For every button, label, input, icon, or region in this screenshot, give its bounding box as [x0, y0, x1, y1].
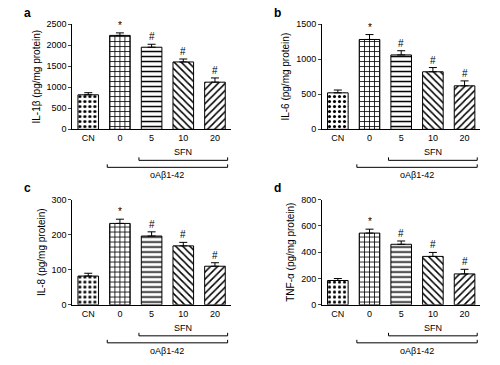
- svg-text:10: 10: [178, 309, 188, 319]
- svg-text:100: 100: [52, 265, 67, 275]
- svg-text:10: 10: [428, 309, 438, 319]
- svg-text:0: 0: [117, 309, 122, 319]
- svg-text:c: c: [24, 181, 31, 195]
- svg-text:200: 200: [301, 274, 316, 284]
- svg-text:200: 200: [52, 230, 67, 240]
- svg-text:1000: 1000: [47, 82, 67, 92]
- svg-text:#: #: [180, 46, 186, 57]
- svg-text:20: 20: [210, 133, 220, 143]
- svg-text:IL-6 (pg/mg protein): IL-6 (pg/mg protein): [280, 33, 291, 121]
- svg-text:0: 0: [62, 124, 67, 134]
- svg-text:1000: 1000: [296, 54, 316, 64]
- svg-text:500: 500: [301, 89, 316, 99]
- svg-text:10: 10: [178, 133, 188, 143]
- svg-text:0: 0: [311, 300, 316, 310]
- svg-text:5: 5: [149, 133, 154, 143]
- svg-text:400: 400: [301, 247, 316, 257]
- svg-text:20: 20: [460, 133, 470, 143]
- svg-text:b: b: [274, 6, 281, 20]
- svg-text:#: #: [430, 55, 436, 66]
- svg-text:0: 0: [367, 309, 372, 319]
- svg-text:0: 0: [367, 133, 372, 143]
- svg-text:a: a: [24, 6, 31, 20]
- svg-text:1500: 1500: [296, 19, 316, 29]
- svg-text:CN: CN: [82, 133, 95, 143]
- svg-text:oAβ1-42: oAβ1-42: [400, 346, 434, 356]
- svg-text:5: 5: [399, 309, 404, 319]
- svg-text:500: 500: [52, 103, 67, 113]
- svg-text:5: 5: [399, 133, 404, 143]
- svg-text:CN: CN: [82, 309, 95, 319]
- svg-text:d: d: [274, 181, 281, 195]
- svg-text:*: *: [368, 22, 372, 33]
- svg-text:SFN: SFN: [174, 147, 192, 157]
- svg-text:0: 0: [62, 300, 67, 310]
- svg-text:#: #: [212, 65, 218, 76]
- svg-text:#: #: [149, 219, 155, 230]
- svg-text:oAβ1-42: oAβ1-42: [150, 170, 184, 180]
- svg-text:1500: 1500: [47, 61, 67, 71]
- svg-text:#: #: [398, 38, 404, 49]
- svg-text:CN: CN: [331, 133, 344, 143]
- svg-text:#: #: [212, 250, 218, 261]
- svg-text:*: *: [368, 216, 372, 227]
- svg-text:5: 5: [149, 309, 154, 319]
- svg-text:#: #: [149, 31, 155, 42]
- svg-text:2500: 2500: [47, 19, 67, 29]
- svg-text:oAβ1-42: oAβ1-42: [150, 346, 184, 356]
- svg-text:800: 800: [301, 195, 316, 205]
- svg-text:IL-8 (pg/mg protein): IL-8 (pg/mg protein): [36, 208, 47, 296]
- svg-text:600: 600: [301, 221, 316, 231]
- svg-text:#: #: [430, 239, 436, 250]
- svg-text:#: #: [398, 228, 404, 239]
- svg-text:CN: CN: [331, 309, 344, 319]
- svg-text:10: 10: [428, 133, 438, 143]
- svg-text:300: 300: [52, 195, 67, 205]
- svg-text:oAβ1-42: oAβ1-42: [400, 170, 434, 180]
- svg-text:#: #: [180, 229, 186, 240]
- svg-text:IL-1β (pg/mg protein): IL-1β (pg/mg protein): [31, 30, 42, 124]
- svg-text:#: #: [462, 256, 468, 267]
- svg-text:20: 20: [210, 309, 220, 319]
- svg-text:0: 0: [117, 133, 122, 143]
- svg-text:*: *: [118, 20, 122, 31]
- svg-text:*: *: [118, 206, 122, 217]
- svg-text:SFN: SFN: [424, 323, 442, 333]
- svg-text:SFN: SFN: [174, 323, 192, 333]
- svg-text:2000: 2000: [47, 40, 67, 50]
- svg-text:TNF-α (pg/mg protein): TNF-α (pg/mg protein): [285, 203, 296, 302]
- svg-text:SFN: SFN: [424, 147, 442, 157]
- svg-text:0: 0: [311, 124, 316, 134]
- svg-text:20: 20: [460, 309, 470, 319]
- svg-text:#: #: [462, 68, 468, 79]
